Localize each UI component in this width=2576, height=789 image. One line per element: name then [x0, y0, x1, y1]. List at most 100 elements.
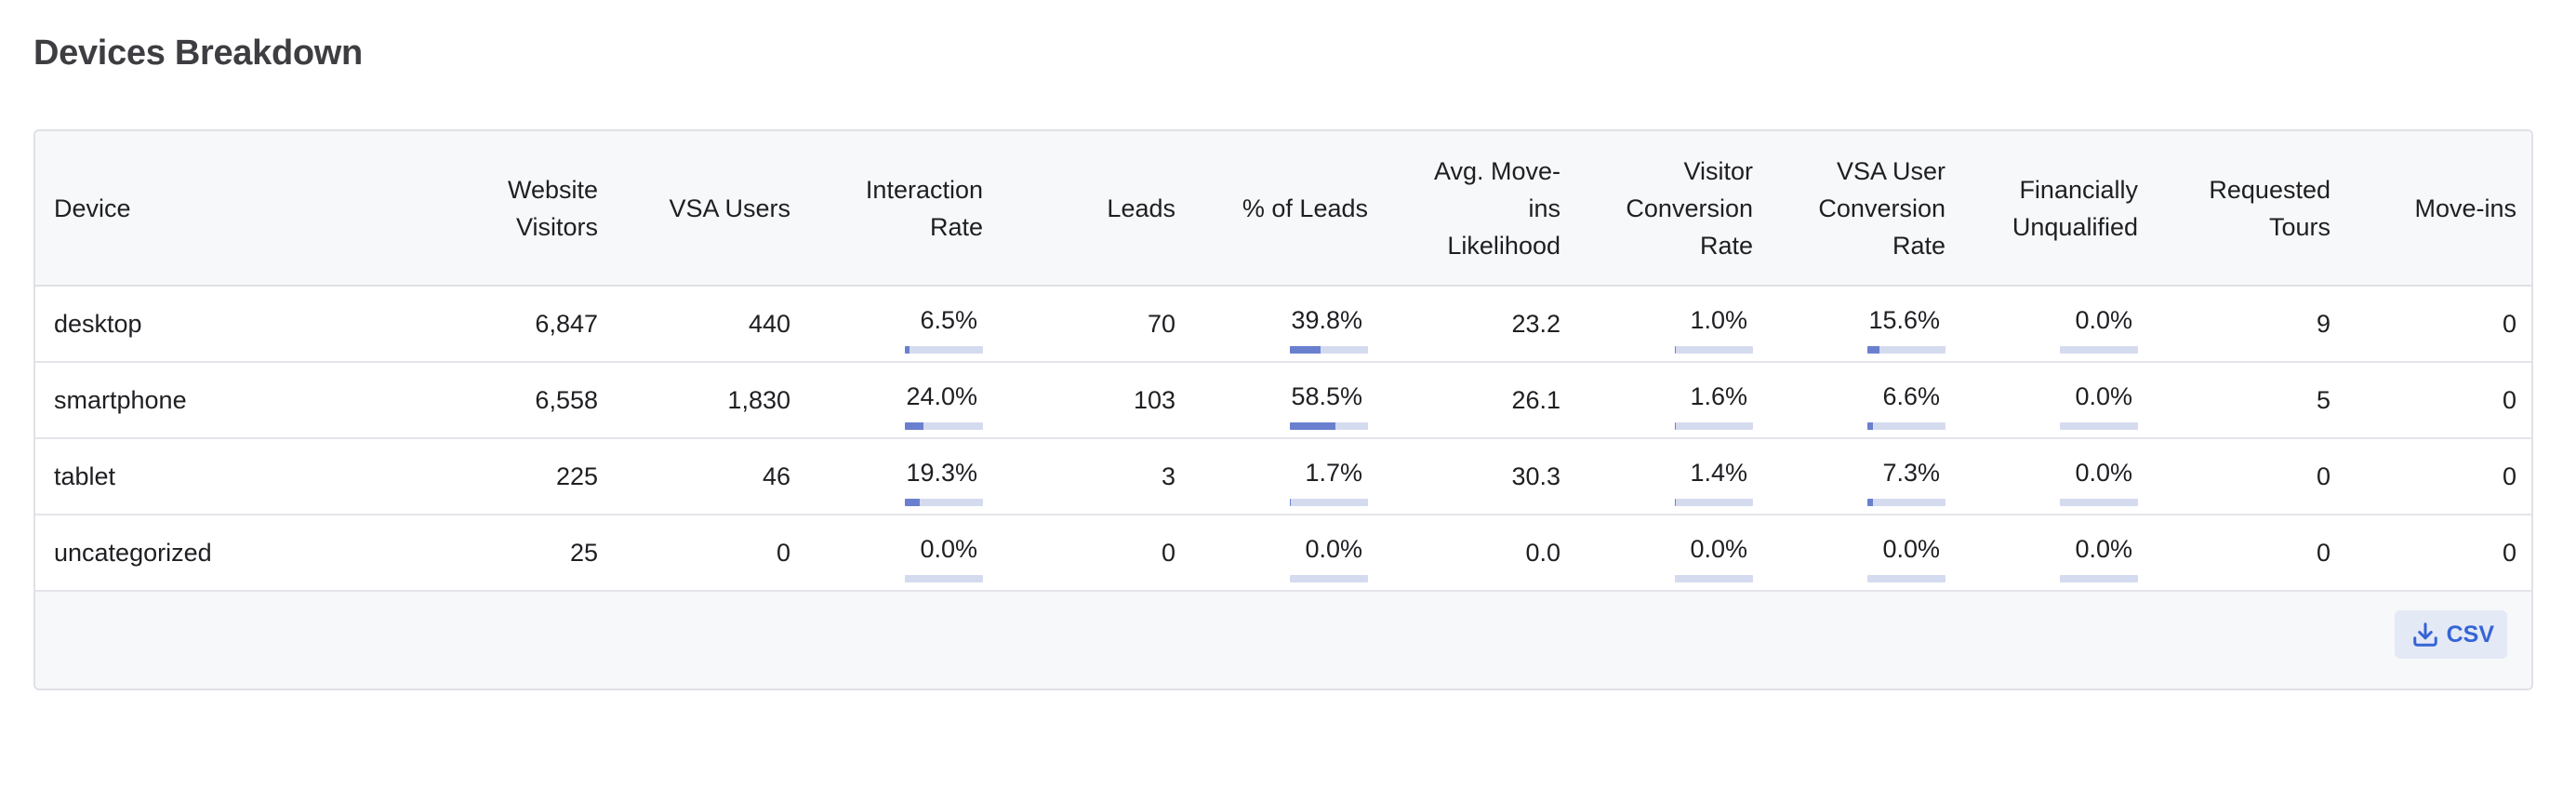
cell-vsa-users: 1,830 [727, 385, 790, 414]
devices-table-card: Device Website Visitors VSA Users Interactio… [33, 129, 2533, 690]
column-header-website-visitors: Website Visitors [424, 131, 617, 287]
column-header-line: Interaction [865, 175, 983, 204]
rate-value: 19.3% [906, 458, 977, 487]
rate-bar-fill [1675, 421, 1677, 430]
cell-device: desktop [54, 309, 142, 338]
table-row: tablet 225 46 19.3% 3 1.7% 30.3 1.4% 7.3% 0.0% 0 0 [35, 438, 2531, 515]
rate-value: 7.3% [1882, 458, 1940, 487]
rate-value: 0.0% [2075, 381, 2132, 410]
rate-value: 58.5% [1291, 381, 1362, 410]
rate-bar: 58.5% [1290, 382, 1368, 430]
rate-bar-track [1675, 574, 1753, 582]
cell-visitor-conversion-rate: 1.6% [1579, 362, 1772, 438]
download-icon [2411, 621, 2439, 649]
column-header-line: Rate [929, 212, 983, 241]
column-header-line: VSA Users [669, 194, 790, 222]
rate-bar-track [1290, 498, 1368, 506]
column-header-pct-of-leads: % of Leads [1194, 131, 1387, 287]
column-header-requested-tours: Requested Tours [2157, 131, 2349, 287]
rate-bar: 1.7% [1290, 459, 1368, 506]
rate-bar-fill [1867, 498, 1874, 506]
cell-vsa-user-conversion-rate: 6.6% [1772, 362, 1964, 438]
cell-website-visitors: 225 [555, 461, 598, 490]
rate-value: 39.8% [1291, 305, 1362, 334]
cell-visitor-conversion-rate: 1.0% [1579, 286, 1772, 362]
column-header-line: Device [54, 194, 131, 222]
cell-avg-movein-likelihood: 30.3 [1511, 461, 1560, 490]
rate-bar-track [905, 421, 983, 430]
column-header-device: Device [35, 131, 424, 287]
table-row: desktop 6,847 440 6.5% 70 39.8% 23.2 1.0% 15.6% 0… [35, 286, 2531, 362]
rate-bar: 6.5% [905, 306, 983, 354]
cell-move-ins: 0 [2502, 385, 2516, 414]
column-header-line: Rate [1892, 231, 1945, 260]
column-header-line: Move-ins [2414, 194, 2516, 222]
cell-move-ins: 0 [2502, 461, 2516, 490]
csv-button-label: CSV [2446, 621, 2494, 648]
rate-value: 0.0% [2075, 305, 2132, 334]
rate-bar-track [2060, 345, 2138, 354]
cell-requested-tours: 9 [2316, 309, 2330, 338]
table-row: uncategorized 25 0 0.0% 0 0.0% 0.0 0.0% 0.0% 0.0%… [35, 515, 2531, 591]
cell-visitor-conversion-rate: 0.0% [1579, 515, 1772, 591]
rate-bar: 0.0% [2060, 382, 2138, 430]
cell-financially-unqualified: 0.0% [1964, 438, 2157, 515]
cell-avg-movein-likelihood: 0.0 [1525, 538, 1560, 567]
column-header-visitor-conversion-rate: Visitor Conversion Rate [1579, 131, 1772, 287]
cell-financially-unqualified: 0.0% [1964, 362, 2157, 438]
rate-value: 0.0% [1882, 534, 1940, 563]
cell-visitor-conversion-rate: 1.4% [1579, 438, 1772, 515]
cell-leads: 0 [1161, 538, 1175, 567]
cell-vsa-user-conversion-rate: 15.6% [1772, 286, 1964, 362]
column-header-vsa-user-conversion-rate: VSA User Conversion Rate [1772, 131, 1964, 287]
cell-leads: 3 [1161, 461, 1175, 490]
rate-bar-fill [905, 498, 921, 506]
cell-interaction-rate: 0.0% [809, 515, 1002, 591]
column-header-line: Financially [2019, 175, 2138, 204]
cell-avg-movein-likelihood: 23.2 [1511, 309, 1560, 338]
table-row: smartphone 6,558 1,830 24.0% 103 58.5% 26.1 1.6… [35, 362, 2531, 438]
rate-bar: 1.4% [1675, 459, 1753, 506]
rate-bar: 0.0% [905, 535, 983, 582]
rate-value: 6.5% [920, 305, 977, 334]
rate-bar-track [1290, 574, 1368, 582]
rate-bar: 6.6% [1867, 382, 1945, 430]
cell-device: tablet [54, 461, 116, 490]
cell-financially-unqualified: 0.0% [1964, 515, 2157, 591]
rate-bar-track [2060, 574, 2138, 582]
rate-bar-fill [1867, 421, 1873, 430]
csv-download-button[interactable]: CSV [2394, 610, 2507, 659]
column-header-line: Conversion [1818, 194, 1945, 222]
cell-vsa-user-conversion-rate: 0.0% [1772, 515, 1964, 591]
rate-bar: 0.0% [1867, 535, 1945, 582]
rate-value: 0.0% [1305, 534, 1362, 563]
cell-pct-of-leads: 58.5% [1194, 362, 1387, 438]
column-header-line: Leads [1107, 194, 1175, 222]
cell-move-ins: 0 [2502, 309, 2516, 338]
rate-bar-track [905, 574, 983, 582]
cell-interaction-rate: 6.5% [809, 286, 1002, 362]
rate-value: 0.0% [920, 534, 977, 563]
column-header-line: Website [507, 175, 598, 204]
rate-bar-fill [1675, 498, 1677, 506]
column-header-financially-unqualified: Financially Unqualified [1964, 131, 2157, 287]
cell-pct-of-leads: 1.7% [1194, 438, 1387, 515]
cell-avg-movein-likelihood: 26.1 [1511, 385, 1560, 414]
rate-bar-fill [1675, 345, 1676, 354]
rate-bar-track [1675, 421, 1753, 430]
cell-interaction-rate: 24.0% [809, 362, 1002, 438]
cell-requested-tours: 0 [2316, 461, 2330, 490]
rate-bar-track [1675, 345, 1753, 354]
column-header-interaction-rate: Interaction Rate [809, 131, 1002, 287]
rate-bar: 1.0% [1675, 306, 1753, 354]
table-footer: CSV [35, 592, 2531, 689]
rate-bar-fill [1867, 345, 1880, 354]
rate-value: 1.0% [1690, 305, 1747, 334]
cell-pct-of-leads: 39.8% [1194, 286, 1387, 362]
column-header-line: Requested [2209, 175, 2330, 204]
cell-requested-tours: 5 [2316, 385, 2330, 414]
cell-website-visitors: 25 [569, 538, 598, 567]
rate-bar-track [905, 498, 983, 506]
rate-bar: 0.0% [2060, 459, 2138, 506]
